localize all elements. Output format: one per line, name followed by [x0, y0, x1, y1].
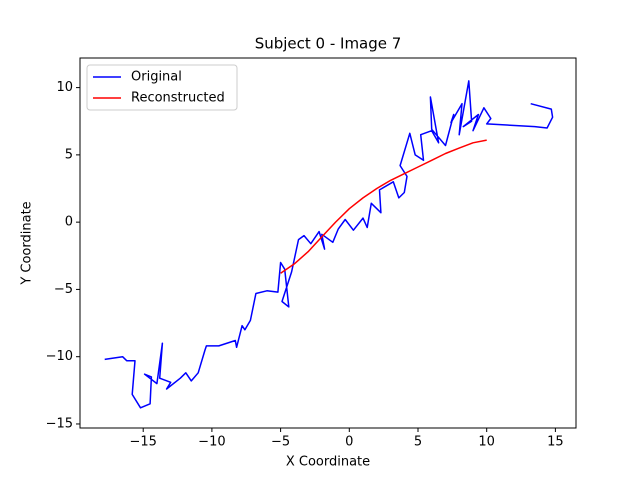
x-tick-label: 0	[345, 435, 353, 450]
legend-box	[86, 64, 238, 111]
series-line	[280, 139, 487, 274]
chart-title: Subject 0 - Image 7	[255, 35, 402, 53]
x-tick-label: −10	[198, 435, 225, 450]
y-tick-label: 0	[65, 215, 73, 230]
y-tick-label: −10	[46, 349, 73, 364]
x-tick-label: 15	[547, 435, 564, 450]
y-tick-label: −15	[46, 416, 73, 431]
legend-label: Original	[131, 70, 182, 85]
x-tick-label: −15	[129, 435, 156, 450]
legend-label: Reconstructed	[131, 91, 225, 106]
y-tick-label: −5	[54, 282, 73, 297]
y-tick-label: 5	[65, 147, 73, 162]
series-line	[104, 80, 554, 409]
x-axis-label: X Coordinate	[286, 455, 370, 470]
x-tick-label: 5	[414, 435, 422, 450]
x-tick-label: −5	[271, 435, 290, 450]
y-tick-label: 10	[56, 80, 73, 95]
x-tick-label: 10	[478, 435, 495, 450]
y-axis-label: Y Coordinate	[20, 201, 35, 285]
plot-frame	[79, 57, 577, 429]
